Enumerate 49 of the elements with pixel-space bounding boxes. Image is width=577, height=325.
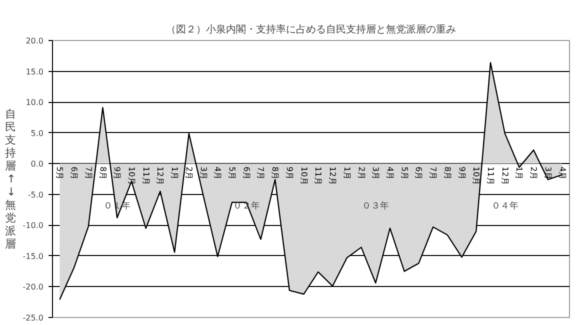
x-tick-label: 3月 [371,166,380,180]
x-tick-label: 9月 [112,166,122,180]
x-tick-label: 5月 [400,166,409,180]
x-tick-label: 11月 [141,166,150,185]
y-tick-label: 10.0 [26,98,44,108]
x-tick-label: 1月 [170,166,180,180]
x-tick-label: 8月 [270,166,280,180]
x-tick-label: 8月 [442,166,452,180]
y-tick-label: 20.0 [26,36,44,46]
x-tick-label: 7月 [256,166,266,180]
y-tick-label: 0.0 [30,160,44,169]
x-tick-label: 12月 [156,166,165,185]
y-tick-label: 15.0 [26,67,44,76]
x-tick-label: 10月 [299,166,308,185]
annotation: ０３年 [362,200,390,212]
y-tick-label: -15.0 [22,252,44,261]
x-tick-label: 12月 [500,166,510,185]
y-tick-label: -5.0 [28,190,44,200]
x-tick-label: 4月 [558,166,567,180]
x-tick-label: 4月 [385,166,394,180]
x-tick-label: 5月 [228,166,237,180]
x-tick-label: 11月 [486,166,496,185]
text: 自民支持層↑↓無党派層 [4,108,16,250]
x-tick-label: 1月 [514,166,524,180]
x-tick-label: 4月 [213,166,222,180]
x-tick-label: 11月 [314,166,323,185]
x-tick-label: 3月 [198,166,208,180]
x-tick-label: 9月 [284,166,294,180]
x-tick-label: 2月 [356,166,366,180]
x-tick-label: 8月 [98,166,108,180]
x-tick-label: 12月 [328,166,338,185]
y-tick-label: -10.0 [22,221,44,230]
y-tick-label: -25.0 [22,314,44,322]
y-tick-label: -20.0 [22,282,44,292]
x-tick-label: 7月 [84,166,93,180]
x-tick-label: 10月 [472,166,481,185]
x-tick-label: 6月 [414,166,424,180]
x-tick-label: 9月 [457,166,466,180]
x-tick-label: 7月 [428,166,438,180]
x-tick-label: 1月 [342,166,352,180]
x-tick-label: 2月 [529,166,538,180]
x-tick-label: 3月 [543,166,552,180]
x-tick-label: 6月 [242,166,251,180]
x-tick-label: 6月 [70,166,79,180]
x-tick-label: 5月 [55,166,64,180]
chart-title: （図２）小泉内閣・支持率に占める自民支持層と無党派層の重み [166,24,456,36]
y-tick-label: 5.0 [30,128,44,138]
annotation: ０４年 [491,200,518,212]
x-tick-label: 2月 [184,166,194,180]
